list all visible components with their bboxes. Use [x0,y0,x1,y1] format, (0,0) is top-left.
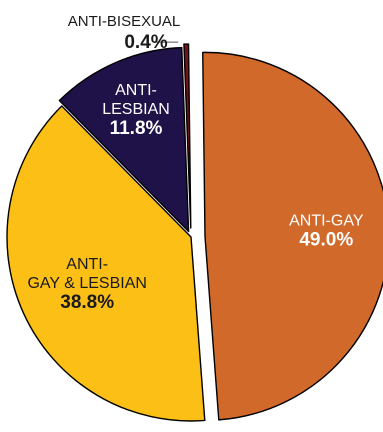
slice-label-anti-bisexual: ANTI-BISEXUAL [68,13,181,30]
slice-label-anti-gay: ANTI-GAY [289,213,364,230]
slice-value-anti-gay-and-lesbian: 38.8% [60,292,114,313]
pie-slice-anti-gay-and-lesbian [6,105,206,422]
slice-value-anti-bisexual: 0.4% [124,32,167,53]
slice-label-anti-lesbian: ANTI- [115,82,157,99]
slice-label-anti-lesbian: LESBIAN [102,101,170,118]
pie-slice-anti-gay [202,51,383,421]
slice-value-anti-gay: 49.0% [299,230,353,251]
slice-label-anti-gay-and-lesbian: GAY & LESBIAN [27,275,146,292]
slice-label-anti-gay-and-lesbian: ANTI- [66,256,108,273]
pie-slice-anti-lesbian [58,46,190,233]
pie-slice-anti-bisexual [183,43,192,229]
slice-value-anti-lesbian: 11.8% [110,118,163,139]
